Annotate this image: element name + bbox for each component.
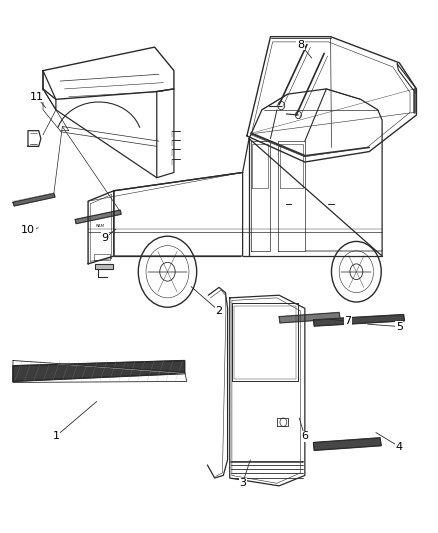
Text: 3: 3: [239, 478, 246, 488]
Text: 7: 7: [344, 317, 351, 326]
Polygon shape: [95, 264, 113, 269]
Polygon shape: [75, 210, 121, 224]
Polygon shape: [279, 312, 340, 323]
Polygon shape: [314, 438, 381, 450]
Text: 1: 1: [53, 431, 60, 441]
Polygon shape: [314, 314, 404, 326]
Text: 8: 8: [297, 39, 304, 50]
Text: RAM: RAM: [95, 224, 105, 228]
Text: 2: 2: [215, 306, 223, 316]
Text: 11: 11: [30, 92, 43, 102]
Text: 6: 6: [301, 431, 308, 441]
Polygon shape: [13, 193, 55, 206]
Text: 9: 9: [102, 233, 109, 243]
Text: 10: 10: [21, 225, 35, 235]
Text: 5: 5: [396, 321, 403, 332]
Text: 4: 4: [396, 442, 403, 451]
Polygon shape: [13, 360, 185, 382]
